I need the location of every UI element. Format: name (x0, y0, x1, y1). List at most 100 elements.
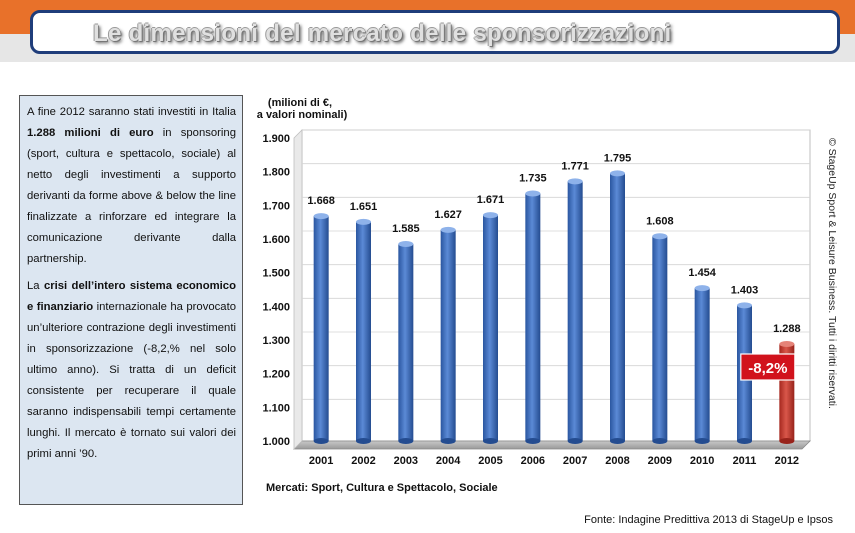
bar-top (567, 178, 583, 185)
bar-top (737, 302, 752, 309)
data-label: 1.671 (477, 194, 505, 206)
bar-base (652, 438, 668, 444)
bar-base (356, 438, 371, 444)
bar-base (567, 438, 583, 444)
x-tick-label: 2008 (605, 455, 629, 467)
unit-label-line1: (milioni di €, (268, 97, 332, 109)
page-title: Le dimensioni del mercato delle sponsori… (93, 20, 672, 47)
source-note: Fonte: Indagine Predittiva 2013 di Stage… (584, 514, 833, 526)
x-tick-label: 2002 (351, 455, 375, 467)
x-tick-label: 2001 (309, 455, 333, 467)
data-label: 1.795 (604, 152, 632, 164)
y-tick-label: 1.700 (262, 200, 290, 212)
data-label: 1.403 (731, 284, 759, 296)
data-label: 1.651 (350, 201, 378, 213)
bar-base (313, 438, 329, 444)
y-tick-label: 1.600 (262, 234, 290, 246)
x-tick-label: 2007 (563, 455, 587, 467)
bar-body (610, 173, 625, 441)
data-label: 1.288 (773, 323, 801, 335)
bar-top (525, 190, 541, 197)
bar-top (610, 170, 625, 177)
summary-highlight: crisi dell’intero sistema economico e fi… (27, 280, 236, 313)
bar-body (652, 236, 668, 441)
bar-top (313, 213, 329, 220)
summary-textbox: A fine 2012 saranno stati investiti in I… (19, 95, 243, 505)
data-label: 1.608 (646, 215, 674, 227)
title-frame: Le dimensioni del mercato delle sponsori… (30, 10, 840, 54)
data-label: 1.627 (434, 209, 462, 221)
bar-base (483, 438, 498, 444)
data-label: 1.771 (561, 160, 589, 172)
x-tick-label: 2010 (690, 455, 714, 467)
bar-top (652, 233, 668, 240)
bar (525, 190, 541, 444)
bar-body (525, 193, 541, 441)
bar-base (610, 438, 625, 444)
bar-base (525, 438, 541, 444)
bar (694, 285, 710, 444)
bar (356, 218, 371, 444)
plot-floor (293, 440, 811, 450)
bar-body (483, 215, 498, 441)
y-tick-label: 1.000 (262, 436, 290, 448)
bar (398, 241, 414, 444)
data-label: 1.735 (519, 173, 547, 185)
x-tick-label: 2009 (648, 455, 672, 467)
y-tick-label: 1.400 (262, 301, 290, 313)
y-tick-label: 1.300 (262, 335, 290, 347)
x-tick-label: 2004 (436, 455, 461, 467)
plot-area (301, 129, 811, 442)
summary-text: in sponsoring (sport, cultura e spettaco… (27, 127, 236, 265)
data-label: 1.585 (392, 223, 420, 235)
data-label: 1.668 (307, 195, 335, 207)
y-tick-label: 1.800 (262, 167, 290, 179)
plot-side-wall (293, 129, 303, 450)
summary-text: internazionale ha provocato un’ulteriore… (27, 301, 236, 460)
bar-top (483, 212, 498, 219)
y-tick-label: 1.100 (262, 402, 290, 414)
bar-body (694, 288, 710, 441)
summary-paragraph-2: La crisi dell’intero sistema economico e… (27, 276, 236, 465)
summary-paragraph-1: A fine 2012 saranno stati investiti in I… (27, 102, 236, 270)
bar (610, 170, 625, 444)
bar-top (356, 218, 371, 225)
summary-highlight: 1.288 milioni di euro (27, 127, 154, 139)
x-tick-label: 2006 (521, 455, 545, 467)
bar-base (779, 438, 795, 444)
bar (440, 226, 456, 444)
data-label: 1.454 (688, 267, 716, 279)
change-callout: -8,2% (740, 353, 796, 381)
x-tick-label: 2005 (478, 455, 502, 467)
bar (567, 178, 583, 444)
y-tick-label: 1.900 (262, 133, 290, 145)
y-tick-label: 1.200 (262, 369, 290, 381)
bar-base (398, 438, 414, 444)
summary-text: La (27, 280, 44, 292)
bar-body (356, 221, 371, 441)
callout-text: -8,2% (748, 360, 787, 377)
bar-base (694, 438, 710, 444)
bar-base (440, 438, 456, 444)
x-tick-label: 2011 (733, 455, 757, 467)
x-tick-label: 2012 (775, 455, 799, 467)
bar (652, 233, 668, 444)
bar-body (313, 216, 329, 441)
summary-text: A fine 2012 saranno stati investiti in I… (27, 106, 236, 118)
bar-top (779, 341, 795, 348)
bar (483, 212, 498, 444)
bar-base (737, 438, 752, 444)
bar-top (398, 241, 414, 248)
x-tick-label: 2003 (394, 455, 418, 467)
callout-box (740, 353, 796, 381)
bar (313, 213, 329, 444)
bar-body (440, 229, 456, 441)
bar-body (567, 181, 583, 441)
x-axis-title: Mercati: Sport, Cultura e Spettacolo, So… (266, 482, 498, 494)
bar-top (440, 226, 456, 233)
bar-top (694, 285, 710, 292)
unit-label-line2: a valori nominali) (257, 109, 348, 121)
copyright-note: © StageUp Sport & Leisure Business. Tutt… (826, 138, 838, 409)
bar-body (398, 244, 414, 441)
